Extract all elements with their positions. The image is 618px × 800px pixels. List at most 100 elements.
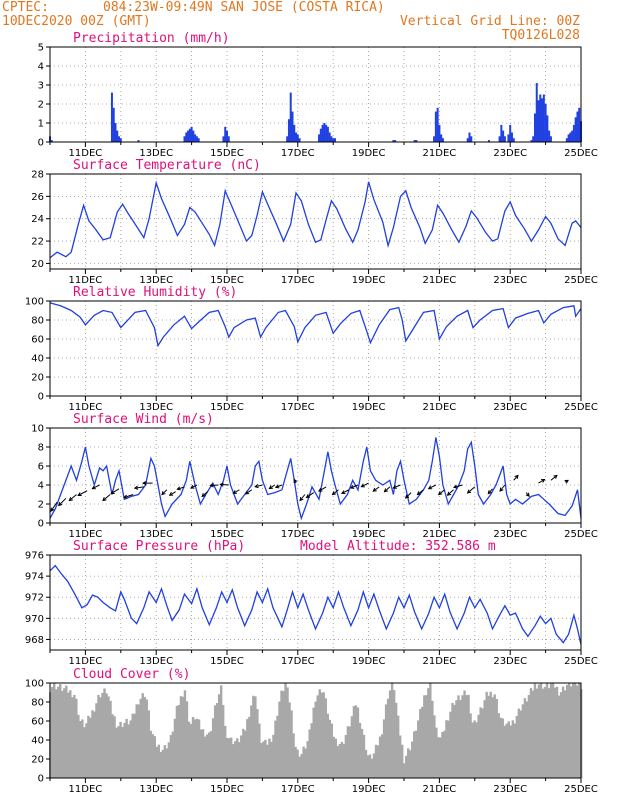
precip-bar [298,138,301,142]
wind-arrow [453,484,463,489]
x-tick-label: 17DEC [281,656,315,667]
y-tick-label: 20 [31,259,44,270]
cloud-bar [405,755,408,778]
cloud-bar [398,735,402,778]
cloud-bar [489,691,492,778]
cloud-bar [169,735,173,778]
cloud-bar [272,734,275,778]
cloud-bar [55,689,58,778]
cloud-bar [501,718,504,778]
cloud-bar [127,724,130,778]
wind-arrow [392,484,401,489]
cloud-bar [378,736,382,778]
wind-arrow [550,474,558,481]
cloud-bar [441,731,444,778]
cloud-bar [177,705,181,778]
precip-bar [137,140,140,142]
x-tick-label: 23DEC [493,656,527,667]
header-datetime: 10DEC2020 00Z (GMT) [2,14,151,29]
y-tick-label: 2 [38,500,44,511]
precip-bar [333,138,336,142]
wind-arrow [427,484,437,490]
cloud-bar [213,705,217,778]
wind-arrow [268,484,276,490]
x-tick-label: 11DEC [69,529,103,540]
y-tick-label: 0 [38,774,44,785]
cloud-bar [326,713,329,778]
cloud-bar [254,696,257,778]
cloud-bar [449,711,452,778]
wind-arrow [340,489,350,494]
cloud-bar [382,719,386,778]
cloud-bar [230,737,233,778]
cloud-bar [139,698,142,778]
cloud-bar [181,696,185,778]
rh-panel: Relative Humidity (%) 0 20 40 60 80 100 11DEC 13… [25,285,598,413]
cloud-bar [228,738,231,778]
cloud-bar [57,686,60,778]
temperature-title: Surface Temperature (nC) [73,158,261,173]
cloud-bar [189,724,193,778]
cloud-bar [509,725,513,778]
cloud-bar [155,746,159,778]
cloud-bar [59,684,62,778]
y-tick-label: 2 [38,100,44,111]
cloud-bar [165,748,169,778]
cloud-bar [225,737,229,778]
cloud-bar [407,748,410,778]
wind-arrow [102,494,111,502]
cloud-bar [481,708,484,778]
cloud-bar [316,695,319,778]
precip-bar [569,132,572,142]
precip-bar [433,136,436,142]
y-tick-label: 20 [31,755,44,766]
precip-bar [487,140,490,142]
cloud-bar [479,707,482,778]
wind-arrow [176,486,185,491]
wind-series-line [49,437,582,521]
cloud-bar [360,728,364,778]
x-tick-label: 21DEC [423,656,457,667]
x-tick-label: 15DEC [210,656,244,667]
precip-bar [183,136,186,142]
cloud-bar [87,715,90,778]
precip-bar [466,138,469,142]
x-tick-label: 21DEC [423,529,457,540]
cloud-bar [205,734,209,778]
precip-bar [507,134,510,142]
cloud-bar [219,685,223,778]
cloud-bar [278,701,281,778]
cloud-bar [63,688,66,778]
y-tick-label: 20 [31,373,44,384]
x-tick-label: 21DEC [423,402,457,413]
cloud-bar [569,686,573,778]
y-tick-label: 100 [25,679,44,690]
cloud-bar [260,743,263,778]
y-tick-label: 22 [31,237,44,248]
cloud-bar [161,749,165,778]
cloud-bar [199,729,203,778]
precip-bar [50,140,53,142]
cloud-bar [171,731,175,778]
y-tick-label: 968 [25,635,44,646]
x-tick-label: 15DEC [210,402,244,413]
y-tick-label: 60 [31,335,44,346]
cloud-bar [541,688,545,778]
precip-bar [325,124,328,142]
cloud-bar [77,714,80,778]
cloud-bar [519,710,523,778]
precip-panel: Precipitation (mm/h) 0 1 2 3 4 5 11DEC 13DEC 15DE… [38,31,598,159]
cloud-bar [163,745,167,778]
cloud-bar [485,691,488,778]
cloud-bar [328,719,331,778]
cloud-bar [415,730,418,778]
cloud-bar [268,738,271,778]
wind-arrow [201,491,208,498]
precip-bar [436,107,439,142]
temp-panel: Surface Temperature (nC) 20 22 24 26 28 11DEC 1… [31,158,598,286]
cloud-bar [270,741,273,778]
wind-arrow [538,478,546,484]
cloud-bar [427,688,430,778]
y-tick-label: 0 [38,519,44,530]
y-tick-label: 40 [31,736,44,747]
